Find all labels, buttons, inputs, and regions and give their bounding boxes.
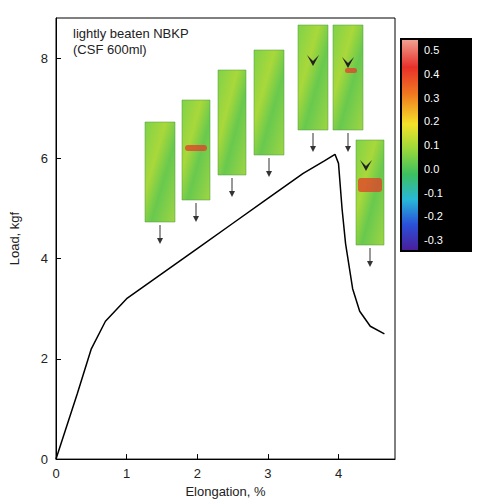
svg-text:0.0: 0.0 — [424, 163, 439, 175]
svg-text:8: 8 — [41, 51, 48, 66]
svg-text:-0.1: -0.1 — [424, 187, 443, 199]
svg-text:0.5: 0.5 — [424, 44, 439, 56]
svg-text:0.2: 0.2 — [424, 115, 439, 127]
svg-text:2: 2 — [41, 351, 48, 366]
svg-text:1: 1 — [123, 466, 130, 481]
svg-text:Elongation, %: Elongation, % — [185, 484, 266, 499]
svg-text:lightly beaten NBKP: lightly beaten NBKP — [73, 26, 189, 41]
svg-text:0.3: 0.3 — [424, 92, 439, 104]
svg-text:3: 3 — [264, 466, 271, 481]
svg-text:4: 4 — [335, 466, 342, 481]
svg-text:-0.2: -0.2 — [424, 210, 443, 222]
svg-text:6: 6 — [41, 151, 48, 166]
svg-text:-0.3: -0.3 — [424, 234, 443, 246]
svg-text:4: 4 — [41, 251, 48, 266]
svg-text:0: 0 — [52, 466, 59, 481]
svg-text:0: 0 — [41, 452, 48, 467]
svg-text:0.4: 0.4 — [424, 68, 439, 80]
svg-text:2: 2 — [194, 466, 201, 481]
svg-text:(CSF 600ml): (CSF 600ml) — [73, 42, 147, 57]
svg-text:0.1: 0.1 — [424, 139, 439, 151]
svg-text:Load, kgf: Load, kgf — [7, 211, 22, 265]
